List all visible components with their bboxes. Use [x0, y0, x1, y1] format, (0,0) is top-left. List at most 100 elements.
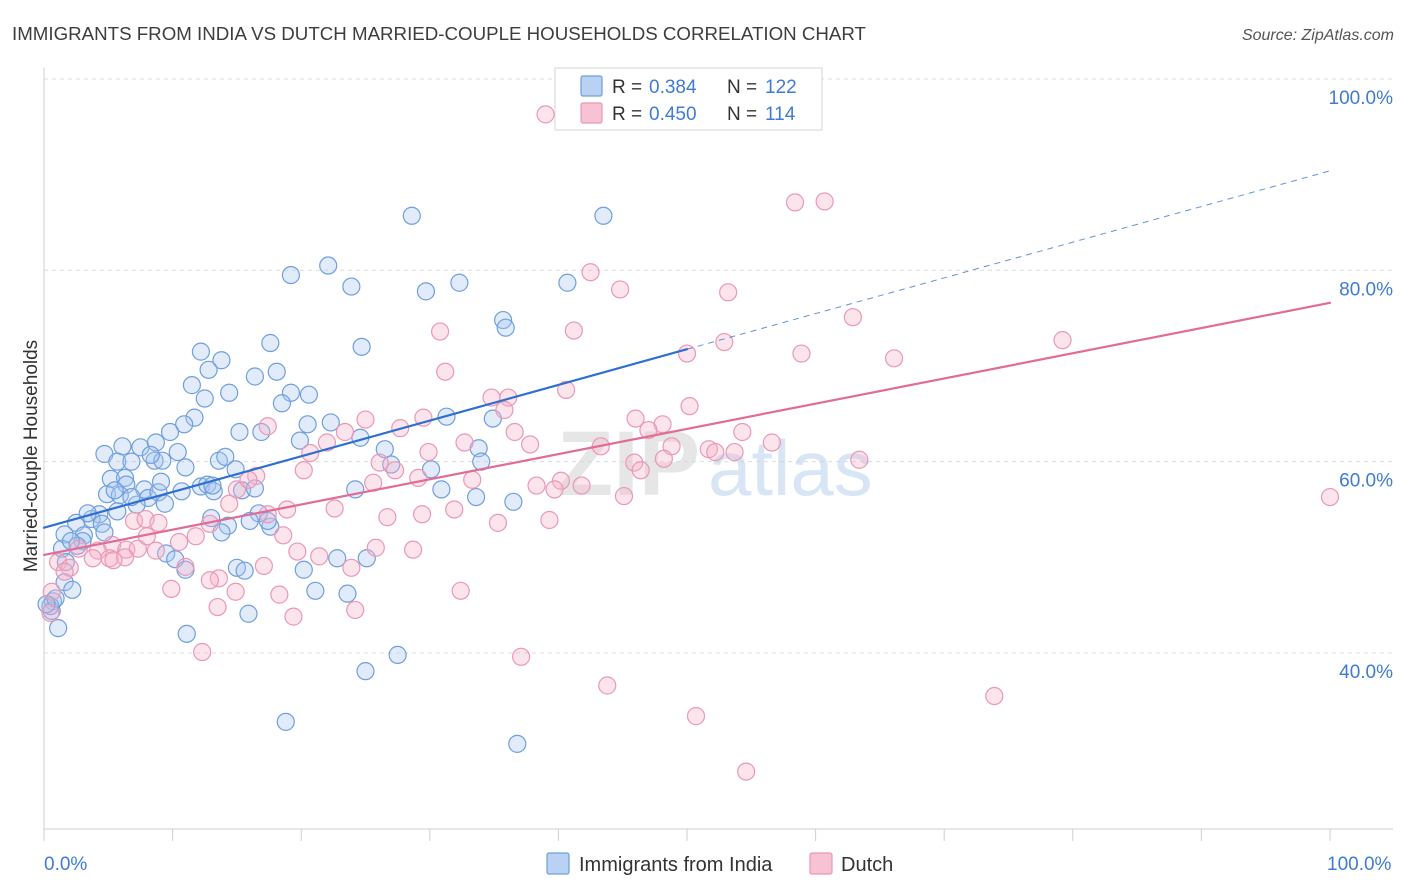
dutch-point: [169, 532, 189, 552]
dutch-point: [611, 280, 630, 299]
india-point: [352, 337, 371, 356]
dutch-point: [733, 422, 752, 442]
dutch-point: [495, 400, 514, 420]
dutch-point: [445, 500, 464, 519]
india-point: [276, 712, 295, 731]
india-point: [155, 494, 174, 513]
india-point: [245, 367, 265, 386]
legend-r-label: R =: [612, 77, 642, 98]
dutch-point: [706, 442, 725, 462]
dutch-point: [505, 422, 524, 442]
series-legend-swatch-dutch: [809, 852, 833, 875]
dutch-point: [149, 513, 168, 532]
dutch-point: [1053, 331, 1072, 350]
india-point: [151, 472, 171, 491]
dutch-point: [762, 433, 781, 452]
legend-swatch-india: [580, 75, 603, 97]
india-point: [191, 342, 210, 361]
series-legend-label-india: Immigrants from India: [579, 854, 773, 876]
india-point: [272, 394, 292, 413]
dutch-point: [719, 283, 738, 302]
india-point: [218, 516, 237, 535]
india-point: [175, 415, 194, 434]
dutch-point: [83, 549, 102, 568]
dutch-point: [850, 450, 869, 469]
legend-n-label: N =: [727, 77, 757, 98]
india-point: [594, 206, 613, 225]
legend-r-label: R =: [612, 104, 642, 125]
dutch-point: [715, 332, 734, 352]
india-point: [199, 360, 218, 379]
india-point: [63, 580, 82, 599]
x-tick-label: 0.0%: [44, 854, 87, 875]
dutch-point: [564, 321, 583, 340]
dutch-point: [403, 540, 423, 559]
dutch-point: [55, 562, 74, 581]
india-point: [375, 440, 394, 459]
india-point: [342, 277, 361, 296]
dutch-point: [42, 582, 61, 601]
dutch-points: [41, 105, 1340, 781]
chart-title: IMMIGRANTS FROM INDIA VS DUTCH MARRIED-C…: [12, 24, 866, 44]
legend-r-value-india: 0.384: [649, 77, 697, 98]
dutch-point: [342, 558, 361, 577]
trend-lines: [42, 170, 1332, 557]
y-tick-labels: 100.0% 80.0% 60.0% 40.0%: [1329, 88, 1394, 683]
india-point: [508, 734, 527, 753]
dutch-point: [115, 548, 135, 567]
legend-n-value-dutch: 114: [765, 104, 796, 125]
india-point: [558, 273, 577, 292]
india-point: [290, 431, 310, 450]
legend-swatch-dutch: [580, 102, 603, 124]
india-point: [416, 282, 436, 301]
india-point: [239, 604, 258, 623]
series-legend-label-dutch: Dutch: [841, 854, 893, 876]
india-point: [319, 256, 338, 275]
dutch-point: [378, 508, 397, 527]
india-point: [281, 265, 301, 285]
correlation-legend: R = 0.384 N = 122 R = 0.450 N = 114: [554, 67, 823, 131]
dutch-point: [654, 449, 673, 468]
dutch-point: [409, 468, 428, 488]
dutch-point: [193, 642, 212, 662]
dutch-point: [41, 603, 60, 622]
dutch-point: [631, 461, 650, 480]
dutch-point: [1320, 487, 1340, 507]
dutch-point: [186, 527, 205, 546]
dutch-point: [124, 511, 144, 531]
india-point: [267, 362, 286, 381]
india-point: [160, 422, 180, 442]
dutch-point: [677, 344, 697, 363]
dutch-point: [451, 581, 470, 600]
india-point: [153, 451, 172, 470]
india-point: [230, 422, 249, 442]
dutch-point: [581, 263, 600, 282]
dutch-point: [200, 571, 219, 590]
y-axis-label: Married-couple Households: [21, 340, 42, 572]
india-point: [220, 383, 239, 402]
dutch-point: [370, 453, 389, 472]
y-tick-label: 80.0%: [1339, 279, 1393, 300]
india-point: [195, 389, 214, 408]
india-point: [432, 480, 451, 499]
dutch-point: [270, 585, 289, 604]
x-tick-labels: 0.0% 100.0%: [44, 854, 1392, 875]
india-point: [328, 549, 347, 568]
dutch-point: [545, 480, 564, 499]
dutch-point: [725, 442, 744, 462]
india-point: [357, 549, 376, 568]
dutch-point: [412, 505, 432, 524]
india-point: [176, 458, 195, 477]
watermark-atlas: atlas: [708, 424, 873, 512]
dutch-point: [557, 380, 576, 399]
india-point: [105, 481, 124, 500]
dutch-point: [639, 420, 658, 440]
y-tick-label: 60.0%: [1339, 471, 1393, 492]
dutch-point: [208, 597, 227, 617]
dutch-point: [335, 422, 355, 442]
india-point: [240, 511, 259, 531]
dutch-point: [512, 647, 531, 666]
x-tick-marks: [43, 829, 1331, 841]
india-point: [122, 452, 141, 471]
